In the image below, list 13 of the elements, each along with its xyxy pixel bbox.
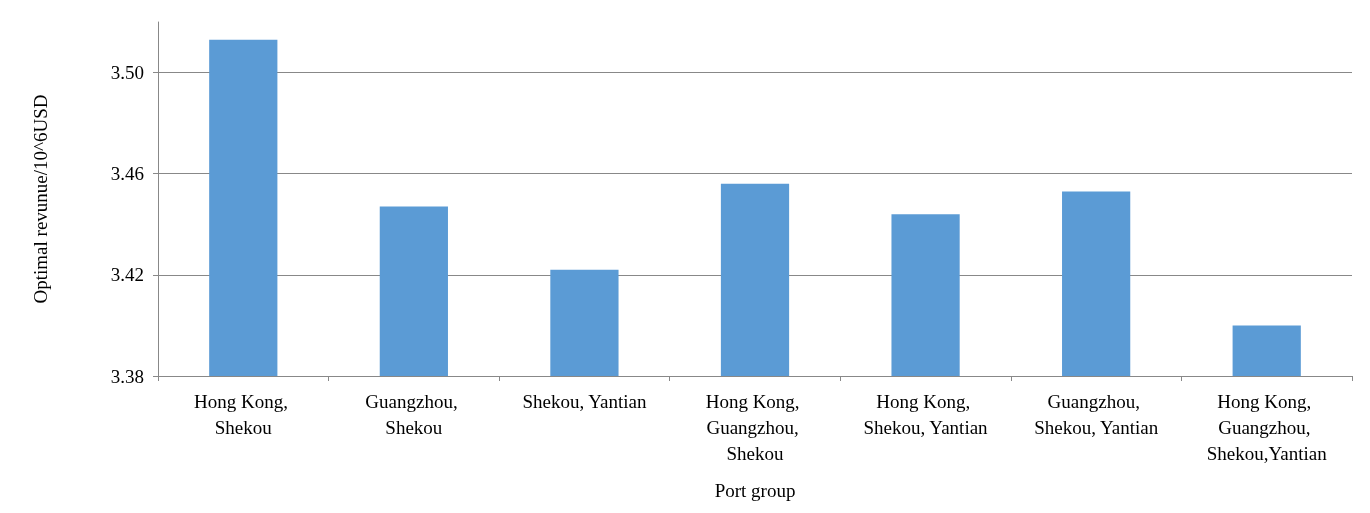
x-tick-label: Guangzhou, Shekou [365,390,463,438]
x-tick-label: Hong Kong, Shekou [193,390,293,438]
x-axis-title: Port group [714,480,796,501]
x-tick-label: Shekou, Yantian [522,390,647,412]
x-tick-label: Hong Kong, Guangzhou, Shekou,Yantian [1206,390,1328,464]
y-tick-label: 3.46 [110,163,144,185]
x-tick-label: Hong Kong, Guangzhou, Shekou [705,390,805,464]
x-tick-label: Guangzhou, Shekou, Yantian [1034,390,1159,438]
y-tick-label: 3.42 [110,264,144,286]
y-axis-title: Optimal revunue/10^6USD [30,94,51,304]
y-tick-label: 3.50 [110,62,144,84]
x-tick-label: Hong Kong, Shekou, Yantian [863,390,989,438]
y-tick-label: 3.38 [110,365,144,387]
